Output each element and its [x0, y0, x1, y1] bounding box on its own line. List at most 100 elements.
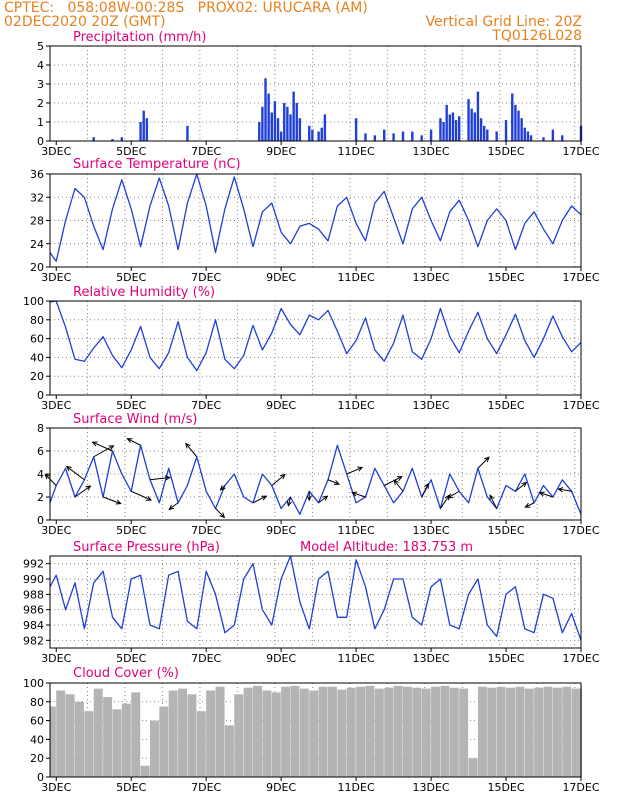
wind-arrow-head	[393, 479, 399, 486]
x-tick-label: 11DEC	[338, 399, 375, 412]
wind-arrow	[127, 438, 141, 446]
x-tick-label: 7DEC	[191, 781, 221, 794]
precip-bar	[264, 78, 267, 141]
wind-arrow	[149, 477, 170, 481]
x-tick-label: 13DEC	[413, 271, 450, 284]
y-tick-label: 36	[30, 168, 44, 181]
cloud-cover-bar	[281, 686, 291, 777]
y-tick-label: 5	[37, 40, 44, 53]
precip-bar	[354, 118, 358, 141]
wind-arrow	[215, 508, 225, 518]
precip-bar	[311, 129, 314, 141]
cloud-cover-bar	[93, 688, 103, 777]
y-tick-label: 6	[37, 445, 44, 458]
y-tick-label: 20	[30, 752, 44, 765]
precip-bar	[258, 122, 261, 141]
x-tick-label: 5DEC	[116, 399, 146, 412]
precip-bar	[295, 103, 298, 141]
x-tick-label: 3DEC	[41, 652, 71, 665]
y-tick-label: 80	[30, 696, 44, 709]
header-grid-line-note: Vertical Grid Line: 20Z	[425, 14, 582, 30]
precip-bar	[482, 125, 486, 141]
precip-bar	[120, 137, 124, 141]
precip-bar	[145, 118, 149, 141]
wind-arrow-head	[219, 512, 226, 519]
plot-frame	[49, 555, 582, 649]
panel-6: Cloud Cover (%) 0 20 40 60 80 100 3DEC 5DEC 7DEC 9…	[23, 666, 600, 794]
cloud-cover-bar	[140, 765, 150, 777]
precip-bar	[142, 110, 145, 141]
y-tick-label: 988	[23, 588, 44, 601]
wind-arrow	[287, 496, 291, 506]
precip-bar	[529, 135, 533, 141]
wind-arrow-head	[524, 502, 531, 508]
cloud-cover-bar	[496, 686, 506, 777]
cloud-cover-bar	[534, 687, 544, 777]
precip-bar	[111, 139, 114, 141]
wind-arrow-head	[484, 456, 490, 463]
precip-bar	[267, 93, 270, 141]
precip-bar	[526, 131, 530, 141]
precip-bar	[479, 118, 483, 141]
cloud-cover-bar	[262, 690, 272, 777]
wind-arrow-head	[219, 485, 226, 491]
wind-arrow-head	[44, 473, 51, 480]
cloud-cover-bar	[84, 711, 94, 777]
cloud-cover-bar	[562, 686, 572, 777]
wind-arrow-head	[538, 491, 545, 497]
cloud-cover-bar	[506, 687, 516, 777]
cloud-cover-bar	[121, 703, 131, 777]
cloud-cover-bar	[543, 686, 553, 777]
cloud-cover-bar	[253, 685, 262, 777]
precip-bar	[457, 116, 461, 141]
wind-arrow-head	[168, 504, 175, 511]
series-line	[49, 173, 582, 262]
cloud-cover-bar	[234, 694, 244, 777]
wind-arrow	[440, 495, 450, 509]
x-tick-label: 11DEC	[338, 524, 375, 537]
precip-bar	[445, 104, 448, 141]
wind-arrow-head	[115, 499, 122, 505]
x-tick-label: 7DEC	[191, 145, 221, 158]
x-tick-label: 17DEC	[562, 781, 599, 794]
cloud-cover-bar	[515, 686, 525, 777]
plot-frame	[49, 300, 582, 396]
cloud-cover-bar	[449, 687, 459, 777]
wind-arrow	[393, 479, 404, 492]
wind-arrow	[93, 445, 114, 458]
panel-title: Precipitation (mm/h)	[73, 30, 206, 45]
wind-arrow-head	[333, 480, 341, 485]
panel-3: Relative Humidity (%) 0 20 40 60 80 100 3DEC 5DE…	[23, 285, 600, 412]
x-tick-label: 9DEC	[266, 781, 296, 794]
cloud-cover-bar	[524, 688, 534, 777]
x-tick-label: 17DEC	[562, 652, 599, 665]
y-tick-label: 0	[37, 514, 44, 527]
cloud-cover-bar	[56, 690, 66, 777]
wind-arrow	[477, 456, 490, 469]
precip-bar	[383, 129, 386, 141]
y-tick-label: 0	[37, 771, 44, 784]
precip-bar	[495, 131, 498, 141]
y-tick-label: 100	[23, 677, 44, 690]
wind-arrow-head	[126, 438, 133, 443]
plot-frame	[49, 173, 582, 268]
wind-arrow	[383, 476, 403, 486]
x-tick-label: 17DEC	[562, 399, 599, 412]
precip-bar	[364, 133, 367, 141]
precip-bar	[523, 127, 526, 141]
wind-arrow-head	[424, 482, 429, 489]
wind-arrow-head	[322, 495, 329, 501]
precip-bar	[486, 129, 489, 141]
precip-bar	[429, 129, 433, 141]
precip-bar	[289, 114, 292, 141]
precip-bar	[504, 120, 508, 141]
cloud-cover-bar	[215, 686, 225, 777]
y-tick-label: 1	[37, 116, 44, 129]
wind-arrow	[489, 495, 498, 509]
x-tick-label: 11DEC	[338, 271, 375, 284]
panel-5: Surface Pressure (hPa) Model Altitude: 18…	[23, 540, 600, 665]
precip-bar	[420, 135, 423, 141]
cloud-cover-bar	[487, 687, 497, 777]
cloud-cover-bar	[393, 685, 403, 777]
